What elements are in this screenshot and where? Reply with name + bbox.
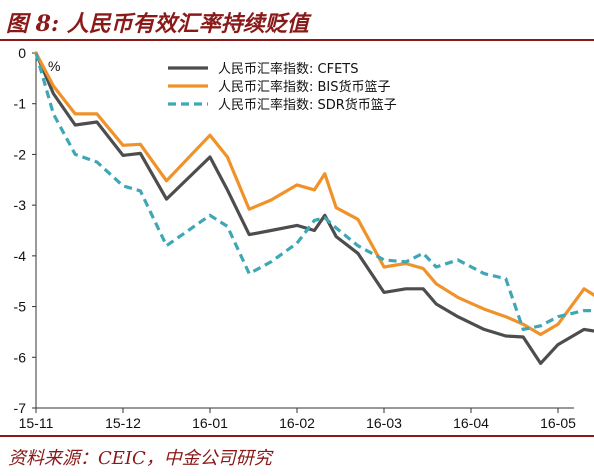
y-unit-label: % (48, 58, 60, 74)
y-tick-label: -5 (14, 299, 27, 315)
figure-title: 图 8: 人民币有效汇率持续贬值 (6, 11, 309, 37)
y-tick-label: -7 (14, 400, 27, 416)
chart-svg: 0 -1 -2 -3 -4 -5 -6 -715-11 15-12 16-01 16-02 16-03… (14, 45, 594, 431)
x-tick-label: 16-05 (540, 415, 576, 430)
figure-header: 图 8: 人民币有效汇率持续贬值 (0, 0, 594, 41)
y-tick-label: -3 (14, 197, 27, 213)
y-tick-label: -4 (14, 248, 27, 264)
figure-footer: 资料来源：CEIC，中金公司研究 (0, 430, 594, 476)
y-tick-label: -2 (14, 146, 27, 162)
series-line-3 (34, 52, 594, 331)
legend-label-1: 人民币汇率指数: CFETS (218, 61, 358, 77)
chart-series-group (34, 51, 594, 365)
x-tick-label: 16-02 (279, 415, 315, 430)
x-tick-label: 16-04 (453, 415, 489, 430)
title-divider (0, 39, 594, 41)
x-tick-label: 15-11 (19, 415, 54, 430)
chart-axes: 0 -1 -2 -3 -4 -5 -6 -715-11 15-12 16-01 16-02 16-03… (14, 45, 577, 431)
line-chart: 0 -1 -2 -3 -4 -5 -6 -7 15-11 15-12 16-01 16-02 16-03… (0, 40, 594, 431)
y-tick-label: -1 (14, 96, 27, 112)
x-tick-label: 16-01 (192, 415, 228, 430)
footer-divider (0, 435, 594, 437)
y-tick-label: -6 (14, 349, 27, 365)
y-tick-label: 0 (18, 45, 26, 61)
source-note: 资料来源：CEIC，中金公司研究 (8, 448, 272, 469)
series-line-1 (34, 51, 594, 365)
x-tick-label: 16-03 (366, 415, 402, 430)
legend-label-2: 人民币汇率指数: BIS货币篮子 (218, 79, 391, 95)
legend-label-3: 人民币汇率指数: SDR货币篮子 (218, 97, 397, 113)
x-tick-label: 15-12 (105, 415, 141, 430)
